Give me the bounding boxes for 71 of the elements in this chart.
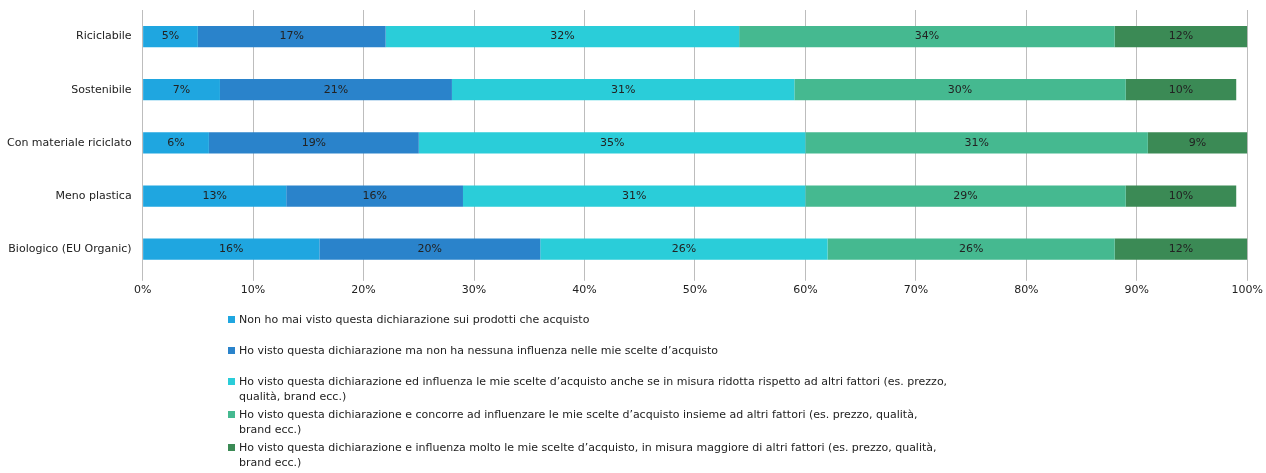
bar [1147, 132, 1248, 154]
data-label: 29% [953, 188, 978, 202]
data-label: 13% [202, 188, 227, 202]
x-tick-label: 10% [240, 283, 266, 297]
bar [143, 132, 209, 154]
data-label: 32% [550, 29, 575, 43]
bar [143, 79, 220, 101]
bar [418, 132, 806, 154]
x-tick-label: 0% [133, 283, 152, 297]
y-tick-label: Sostenibile [71, 82, 132, 96]
legend-label: Non ho mai visto questa dichiarazione sui prodotti che acquisto [239, 312, 590, 327]
data-label: 35% [599, 135, 625, 149]
bar [451, 79, 795, 101]
y-tick-label: Con materiale riciclato [6, 135, 132, 149]
y-tick-label: Riciclabile [76, 29, 132, 43]
bar [143, 238, 320, 260]
data-label: 26% [958, 242, 984, 256]
bar [1125, 185, 1237, 207]
x-tick-label: 80% [1014, 283, 1039, 297]
x-tick-label: 70% [903, 283, 929, 297]
legend-label: Ho visto questa dichiarazione ed influenza le mie scelte d’acquisto anche se in misura ridotta rispetto ad altri fattori (es. prezzo, qualità, brand ecc.) [239, 374, 948, 404]
data-label: 19% [301, 135, 327, 149]
data-label: 10% [1168, 188, 1194, 202]
bar [197, 25, 386, 48]
data-label: 31% [610, 82, 636, 96]
bar [805, 132, 1148, 154]
bar [1114, 25, 1248, 48]
x-tick-label: 60% [793, 283, 818, 297]
data-label: 20% [417, 242, 443, 256]
bar [286, 185, 463, 207]
data-label: 7% [172, 82, 191, 96]
data-label: 34% [914, 29, 940, 43]
bar [385, 25, 740, 48]
data-label: 31% [964, 135, 989, 149]
x-tick-label: 40% [572, 283, 597, 297]
bar [208, 132, 419, 154]
bar [805, 185, 1126, 207]
data-label: 9% [1188, 135, 1207, 149]
y-tick-label: Biologico (EU Organic) [8, 242, 132, 256]
bar [739, 25, 1115, 48]
bar [1125, 79, 1237, 101]
bar [794, 79, 1126, 101]
legend-label: Ho visto questa dichiarazione ma non ha nessuna influenza nelle mie scelte d’acquisto [239, 343, 719, 358]
data-label: 5% [161, 29, 180, 43]
x-tick-label: 20% [351, 283, 376, 297]
x-tick-label: 30% [461, 283, 487, 297]
y-tick-label: Meno plastica [55, 188, 132, 202]
data-label: 21% [323, 82, 349, 96]
data-label: 17% [279, 29, 304, 43]
bar [1114, 238, 1248, 260]
bar [219, 79, 452, 101]
bar [540, 238, 828, 260]
bar [462, 185, 806, 207]
x-tick-label: 50% [682, 283, 708, 297]
data-label: 16% [219, 242, 244, 256]
bar [143, 185, 287, 207]
x-tick-label: 100% [1231, 283, 1263, 297]
data-label: 12% [1168, 29, 1194, 43]
data-label: 10% [1168, 82, 1194, 96]
data-label: 26% [671, 242, 697, 256]
data-label: 16% [362, 188, 387, 202]
x-tick-label: 90% [1124, 283, 1150, 297]
legend-label: Ho visto questa dichiarazione e concorre ad influenzare le mie scelte d’acquisto insieme ad altri fattori (es. prezzo, qualità, brand ecc.) [239, 407, 919, 437]
bar [143, 25, 198, 48]
bar [319, 238, 541, 260]
legend-label: Ho visto questa dichiarazione e influenza molto le mie scelte d’acquisto, in misura maggiore di altri fattori (es. prezzo, qualità, brand ecc.) [239, 440, 938, 470]
bar [827, 238, 1115, 260]
data-label: 31% [621, 188, 647, 202]
data-label: 30% [947, 82, 973, 96]
data-label: 12% [1168, 242, 1194, 256]
data-label: 6% [167, 135, 185, 149]
